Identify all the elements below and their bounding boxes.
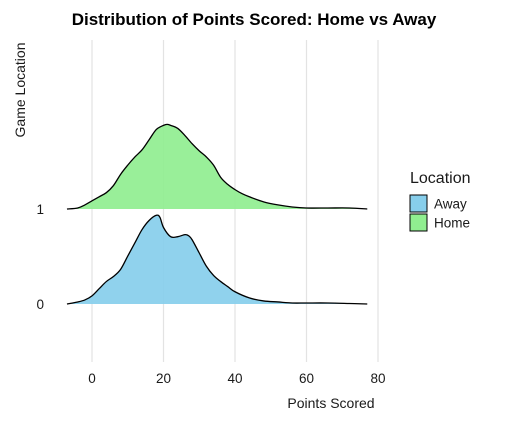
x-tick-labels: 0 20 40 60 80 — [88, 371, 385, 386]
legend-swatch-away — [409, 194, 428, 213]
density-fill-home — [66, 124, 368, 209]
density-ridges — [66, 123, 368, 305]
y-tick-label-1: 1 — [36, 202, 44, 217]
legend-label-away: Away — [434, 197, 467, 212]
x-tick-label-20: 20 — [156, 371, 171, 386]
x-tick-label-0: 0 — [88, 371, 96, 386]
x-tick-label-80: 80 — [370, 371, 385, 386]
y-tick-label-0: 0 — [36, 297, 44, 312]
legend-title: Location — [410, 170, 471, 187]
y-axis-title: Game Location — [12, 43, 28, 138]
legend-label-home: Home — [434, 216, 470, 231]
x-axis-title: Points Scored — [287, 395, 374, 411]
x-tick-label-40: 40 — [227, 371, 242, 386]
density-fill-away — [66, 215, 368, 304]
chart-title: Distribution of Points Scored: Home vs A… — [72, 10, 437, 29]
density-outline-home — [66, 123, 368, 210]
y-tick-labels: 01 — [36, 202, 44, 312]
legend-swatch-home — [409, 213, 428, 232]
x-tick-label-60: 60 — [299, 371, 314, 386]
legend: Location Away Home — [409, 170, 471, 232]
density-outline-away — [66, 214, 368, 305]
